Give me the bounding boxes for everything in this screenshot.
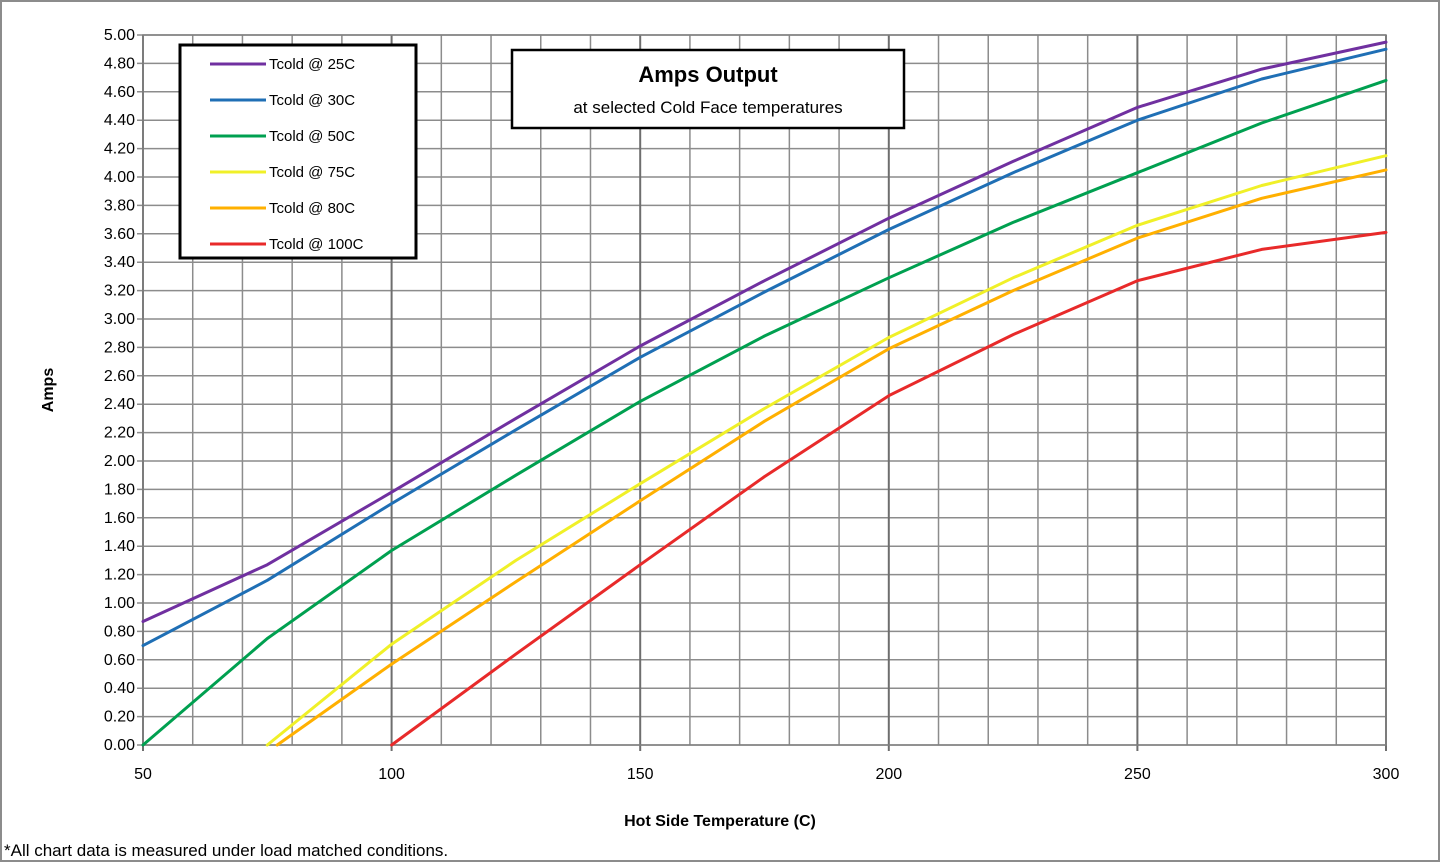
title-frame [510,48,906,130]
y-tick-label: 3.20 [104,283,135,300]
legend-label: Tcold @ 100C [269,236,364,253]
series-line-5 [275,168,1388,747]
x-axis-title: Hot Side Temperature (C) [624,813,816,830]
y-tick-label: 2.80 [104,339,135,356]
x-tick-label: 50 [134,766,152,783]
x-tick-label: 150 [627,766,654,783]
y-tick-label: 4.00 [104,169,135,186]
y-tick-label: 1.40 [104,538,135,555]
plot-area-border [142,34,1387,746]
y-tick-label: 1.20 [104,567,135,584]
y-tick-label: 3.80 [104,197,135,214]
y-tick-label: 4.80 [104,55,135,72]
x-tick-label: 100 [378,766,405,783]
x-axis-tick-labels: 50 100 150 200 250 300 [134,766,1399,783]
legend-label: Tcold @ 80C [269,200,355,217]
y-tick-label: 0.00 [104,737,135,754]
series-line-6 [390,230,1388,747]
y-tick-label: 0.60 [104,652,135,669]
legend-box: Tcold @ 25C Tcold @ 30C Tcold @ 50C Tcold @… [178,43,418,260]
series-line-4 [265,154,1388,747]
y-axis-tick-labels: 0.00 0.20 0.40 0.60 0.80 1.00 1.20 1.40 1.60 1.80… [104,27,135,754]
y-tick-label: 2.40 [104,396,135,413]
title-box: Amps Output at selected Cold Face temper… [510,48,906,130]
y-tick-label: 3.60 [104,226,135,243]
legend-label: Tcold @ 30C [269,92,355,109]
legend-frame [178,43,418,260]
legend-label: Tcold @ 75C [269,164,355,181]
y-tick-label: 0.80 [104,623,135,640]
series-lines [141,40,1388,747]
y-tick-label: 4.20 [104,141,135,158]
chart-title: Amps Output [638,62,778,87]
x-tick-label: 250 [1124,766,1151,783]
y-tick-label: 1.60 [104,510,135,527]
series-line-1 [141,40,1388,623]
y-tick-label: 4.40 [104,112,135,129]
y-tick-label: 3.40 [104,254,135,271]
y-tick-label: 2.60 [104,368,135,385]
y-tick-label: 2.20 [104,425,135,442]
legend-entries: Tcold @ 25C Tcold @ 30C Tcold @ 50C Tcold @… [210,56,364,253]
footnote: *All chart data is measured under load m… [4,841,448,860]
chart-subtitle: at selected Cold Face temperatures [573,98,842,117]
series-line-3 [141,78,1388,747]
y-tick-label: 1.80 [104,481,135,498]
y-tick-label: 0.40 [104,680,135,697]
legend-label: Tcold @ 25C [269,56,355,73]
legend-label: Tcold @ 50C [269,128,355,145]
y-tick-label: 2.00 [104,453,135,470]
y-tick-label: 1.00 [104,595,135,612]
series-line-2 [141,47,1388,648]
y-axis-title: Amps [40,368,57,413]
y-tick-label: 0.20 [104,709,135,726]
y-tick-label: 4.60 [104,84,135,101]
x-tick-label: 200 [875,766,902,783]
y-tick-label: 5.00 [104,27,135,44]
y-tick-label: 3.00 [104,311,135,328]
x-tick-label: 300 [1373,766,1400,783]
